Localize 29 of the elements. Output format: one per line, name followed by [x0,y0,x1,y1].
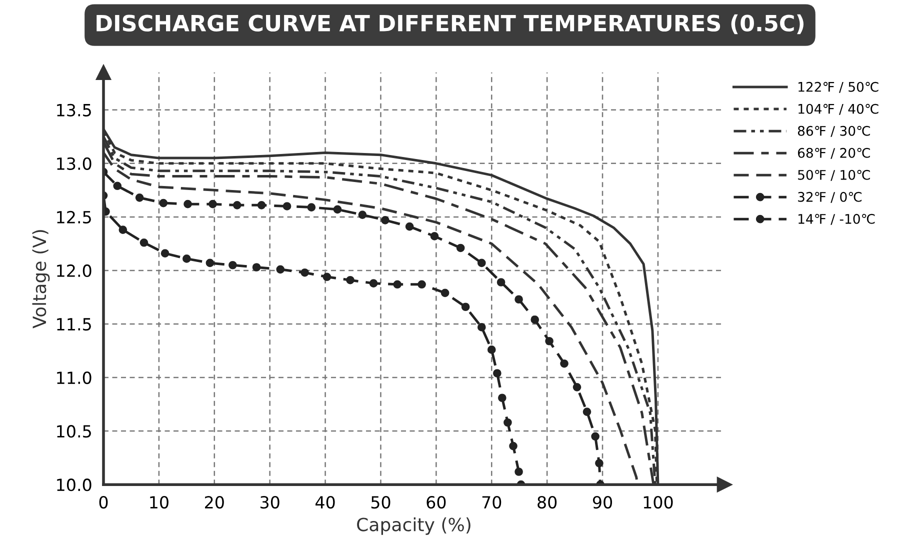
y-tick-label: 11.0 [57,371,92,384]
x-tick-label: 40 [315,496,335,509]
x-tick-label: 30 [260,496,280,509]
legend-label: 104℉ / 40℃ [798,104,878,115]
y-tick-label: 13.0 [57,157,92,170]
x-tick-label: 80 [538,496,557,509]
x-tick-label: 100 [644,496,673,509]
x-tick-label: 20 [205,496,224,509]
y-axis-title: Voltage (V) [32,230,50,328]
x-tick-label: 60 [426,496,446,509]
x-tick-label: 10 [150,496,168,509]
y-tick-label: 12.5 [57,210,91,224]
y-tick-label: 11.5 [57,318,91,331]
x-tick-label: 70 [482,496,502,509]
x-tick-label: 50 [371,496,390,509]
y-tick-label: 13.5 [57,104,91,116]
legend-label: 68℉ / 20℃ [798,148,870,159]
x-tick-label: 0 [99,496,108,509]
x-tick-label: 90 [592,496,612,509]
y-tick-label: 10.0 [57,478,92,492]
y-tick-label: 12.0 [57,264,92,278]
x-axis-title: Capacity (%) [357,517,470,535]
legend-label: 50℉ / 10℃ [798,170,870,181]
legend-label: 86℉ / 30℃ [798,126,870,137]
legend-label: 14℉ / -10℃ [798,214,875,225]
chart-title: DISCHARGE CURVE AT DIFFERENT TEMPERATURES (0.5C) [96,14,804,34]
legend-label: 32℉ / 0℃ [798,192,862,203]
y-tick-label: 10.5 [57,425,91,438]
legend-label: 122℉ / 50℃ [798,82,878,93]
